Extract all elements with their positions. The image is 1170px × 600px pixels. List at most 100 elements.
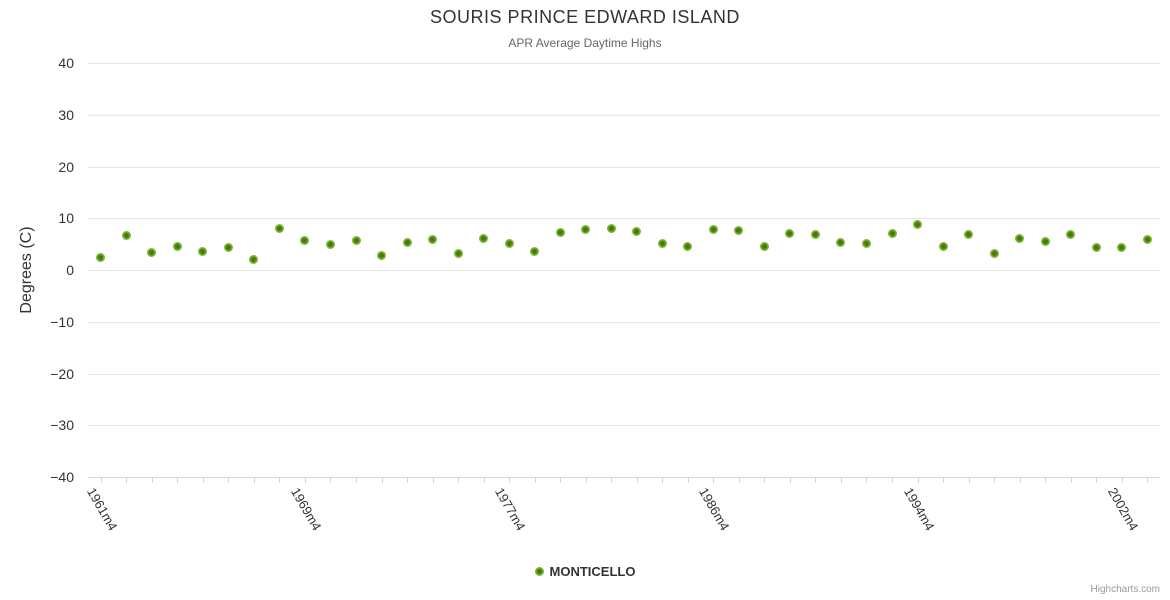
- x-tick: [458, 478, 459, 483]
- y-tick-label: −40: [50, 469, 74, 485]
- x-tick: [382, 478, 383, 483]
- data-point-1964m4[interactable]: [173, 242, 182, 251]
- x-tick: [918, 478, 919, 483]
- legend-label: MONTICELLO: [549, 564, 636, 579]
- data-point-1979m4[interactable]: [530, 247, 539, 256]
- data-point-1992m4[interactable]: [862, 239, 871, 248]
- data-point-1997m4[interactable]: [990, 249, 999, 258]
- x-tick: [611, 478, 612, 483]
- data-point-1974m4[interactable]: [428, 235, 437, 244]
- data-point-1991m4[interactable]: [836, 238, 845, 247]
- x-tick-label: 1994m4: [901, 485, 938, 534]
- y-gridline: [88, 270, 1160, 271]
- data-point-1976m4[interactable]: [479, 234, 488, 243]
- data-point-1986m4[interactable]: [709, 225, 718, 234]
- x-tick: [586, 478, 587, 483]
- x-tick: [177, 478, 178, 483]
- x-tick: [484, 478, 485, 483]
- x-tick: [535, 478, 536, 483]
- data-point-2000m4[interactable]: [1066, 230, 1075, 239]
- x-tick: [305, 478, 306, 483]
- y-tick-label: 0: [66, 262, 74, 278]
- legend-marker-icon: [534, 567, 544, 576]
- x-tick: [1020, 478, 1021, 483]
- x-tick: [866, 478, 867, 483]
- data-point-1980m4[interactable]: [556, 228, 565, 237]
- data-point-2003m4[interactable]: [1143, 235, 1152, 244]
- data-point-1987m4[interactable]: [734, 226, 743, 235]
- x-tick: [1071, 478, 1072, 483]
- x-tick: [407, 478, 408, 483]
- data-point-2001m4[interactable]: [1092, 243, 1101, 252]
- y-gridline: [88, 63, 1160, 64]
- data-point-1977m4[interactable]: [505, 239, 514, 248]
- data-point-1966m4[interactable]: [224, 243, 233, 252]
- data-point-2002m4[interactable]: [1117, 243, 1126, 252]
- data-point-1965m4[interactable]: [198, 247, 207, 256]
- data-point-1981m4[interactable]: [581, 225, 590, 234]
- data-point-1967m4[interactable]: [249, 255, 258, 264]
- data-point-1968m4[interactable]: [275, 224, 284, 233]
- x-tick: [637, 478, 638, 483]
- data-point-1972m4[interactable]: [377, 251, 386, 260]
- data-point-1982m4[interactable]: [607, 224, 616, 233]
- data-point-1973m4[interactable]: [403, 238, 412, 247]
- y-tick-label: 20: [58, 159, 74, 175]
- data-point-1984m4[interactable]: [658, 239, 667, 248]
- x-tick-label: 1961m4: [84, 485, 121, 534]
- data-point-1993m4[interactable]: [888, 229, 897, 238]
- highcharts-credit[interactable]: Highcharts.com: [1090, 584, 1160, 595]
- x-tick: [101, 478, 102, 483]
- data-point-1995m4[interactable]: [939, 242, 948, 251]
- data-point-1989m4[interactable]: [785, 229, 794, 238]
- data-point-1970m4[interactable]: [326, 240, 335, 249]
- y-tick-label: 30: [58, 107, 74, 123]
- x-tick: [356, 478, 357, 483]
- x-tick: [764, 478, 765, 483]
- x-tick: [841, 478, 842, 483]
- legend-item-monticello[interactable]: MONTICELLO: [534, 564, 636, 579]
- x-tick-label: 2002m4: [1105, 485, 1142, 534]
- y-gridline: [88, 374, 1160, 375]
- data-point-1963m4[interactable]: [147, 248, 156, 257]
- y-gridline: [88, 167, 1160, 168]
- data-point-1983m4[interactable]: [632, 227, 641, 236]
- data-point-1998m4[interactable]: [1015, 234, 1024, 243]
- x-tick: [1045, 478, 1046, 483]
- data-point-1996m4[interactable]: [964, 230, 973, 239]
- y-gridline: [88, 115, 1160, 116]
- y-gridline: [88, 425, 1160, 426]
- x-tick: [228, 478, 229, 483]
- y-tick-label: 10: [58, 210, 74, 226]
- data-point-1988m4[interactable]: [760, 242, 769, 251]
- x-tick: [662, 478, 663, 483]
- data-point-1971m4[interactable]: [352, 236, 361, 245]
- y-tick-label: −30: [50, 417, 74, 433]
- x-tick: [560, 478, 561, 483]
- x-tick: [790, 478, 791, 483]
- data-point-1961m4[interactable]: [96, 253, 105, 262]
- data-point-1969m4[interactable]: [300, 236, 309, 245]
- x-tick: [892, 478, 893, 483]
- x-tick-label: 1977m4: [492, 485, 529, 534]
- x-axis-line: [88, 477, 1160, 478]
- x-tick: [1096, 478, 1097, 483]
- data-point-1975m4[interactable]: [454, 249, 463, 258]
- chart-subtitle: APR Average Daytime Highs: [508, 36, 662, 50]
- data-point-1985m4[interactable]: [683, 242, 692, 251]
- data-point-1999m4[interactable]: [1041, 237, 1050, 246]
- x-tick: [126, 478, 127, 483]
- data-point-1962m4[interactable]: [122, 231, 131, 240]
- x-tick: [509, 478, 510, 483]
- y-tick-label: −10: [50, 314, 74, 330]
- x-tick: [152, 478, 153, 483]
- x-tick: [1147, 478, 1148, 483]
- x-tick: [739, 478, 740, 483]
- data-point-1990m4[interactable]: [811, 230, 820, 239]
- x-tick: [254, 478, 255, 483]
- x-tick: [994, 478, 995, 483]
- data-point-1994m4[interactable]: [913, 220, 922, 229]
- x-tick-label: 1969m4: [288, 485, 325, 534]
- y-gridline: [88, 322, 1160, 323]
